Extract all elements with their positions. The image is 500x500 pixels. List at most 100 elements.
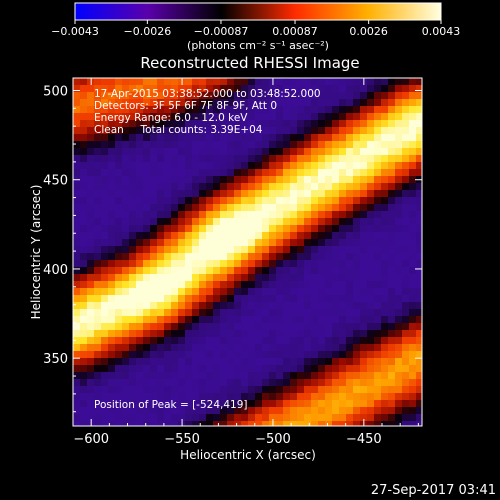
heatmap-cell: [360, 197, 368, 205]
heatmap-cell: [318, 330, 326, 338]
heatmap-cell: [122, 365, 130, 373]
heatmap-cell: [199, 302, 207, 310]
heatmap-cell: [192, 421, 200, 426]
heatmap-cell: [388, 113, 396, 121]
heatmap-cell: [150, 407, 158, 415]
heatmap-cell: [381, 379, 389, 387]
heatmap-cell: [234, 197, 242, 205]
heatmap-cell: [129, 190, 137, 198]
heatmap-cell: [269, 372, 277, 380]
heatmap-cell: [171, 141, 179, 149]
heatmap-cell: [108, 85, 116, 93]
heatmap-cell: [304, 414, 312, 422]
heatmap-cell: [199, 260, 207, 268]
heatmap-cell: [227, 365, 235, 373]
heatmap-cell: [416, 400, 422, 408]
heatmap-cell: [101, 379, 109, 387]
heatmap-cell: [122, 183, 130, 191]
heatmap-cell: [108, 134, 116, 142]
heatmap-cell: [402, 85, 410, 93]
heatmap-cell: [87, 407, 95, 415]
heatmap-cell: [311, 267, 319, 275]
heatmap-cell: [157, 99, 165, 107]
heatmap-cell: [73, 302, 81, 310]
heatmap-cell: [80, 92, 88, 100]
heatmap-cell: [346, 225, 354, 233]
heatmap-cell: [73, 421, 81, 426]
heatmap-cell: [248, 316, 256, 324]
heatmap-cell: [402, 204, 410, 212]
heatmap-cell: [115, 239, 123, 247]
heatmap-cell: [318, 148, 326, 156]
heatmap-cell: [108, 176, 116, 184]
heatmap-cell: [318, 92, 326, 100]
heatmap-cell: [122, 239, 130, 247]
heatmap-cell: [360, 288, 368, 296]
heatmap-cell: [192, 246, 200, 254]
heatmap-cell: [157, 267, 165, 275]
heatmap-cell: [220, 239, 228, 247]
heatmap-cell: [164, 190, 172, 198]
heatmap-cell: [381, 148, 389, 156]
heatmap-cell: [262, 85, 270, 93]
heatmap-cell: [339, 134, 347, 142]
heatmap-cell: [206, 281, 214, 289]
heatmap-cell: [297, 239, 305, 247]
heatmap-cell: [367, 134, 375, 142]
heatmap-cell: [220, 365, 228, 373]
heatmap-cell: [73, 274, 81, 282]
heatmap-cell: [395, 365, 403, 373]
heatmap-cell: [276, 85, 284, 93]
heatmap-cell: [269, 232, 277, 240]
heatmap-cell: [227, 295, 235, 303]
heatmap-cell: [241, 218, 249, 226]
heatmap-cell: [409, 148, 417, 156]
heatmap-cell: [192, 379, 200, 387]
heatmap-cell: [395, 386, 403, 394]
heatmap-cell: [108, 288, 116, 296]
heatmap-cell: [157, 148, 165, 156]
heatmap-cell: [171, 316, 179, 324]
heatmap-cell: [206, 414, 214, 422]
heatmap-cell: [220, 400, 228, 408]
heatmap-cell: [325, 176, 333, 184]
heatmap-cell: [136, 155, 144, 163]
heatmap-cell: [332, 141, 340, 149]
heatmap-cell: [416, 106, 422, 114]
heatmap-cell: [395, 302, 403, 310]
heatmap-cell: [185, 99, 193, 107]
heatmap-cell: [80, 141, 88, 149]
heatmap-cell: [143, 379, 151, 387]
heatmap-cell: [164, 127, 172, 135]
heatmap-cell: [150, 386, 158, 394]
heatmap-cell: [227, 92, 235, 100]
heatmap-cell: [304, 330, 312, 338]
heatmap-cell: [234, 190, 242, 198]
heatmap-cell: [199, 379, 207, 387]
heatmap-cell: [311, 407, 319, 415]
heatmap-cell: [129, 288, 137, 296]
heatmap-cell: [339, 113, 347, 121]
heatmap-cell: [164, 106, 172, 114]
heatmap-cell: [129, 330, 137, 338]
heatmap-cell: [409, 309, 417, 317]
heatmap-cell: [227, 190, 235, 198]
heatmap-cell: [388, 379, 396, 387]
heatmap-cell: [185, 148, 193, 156]
heatmap-cell: [402, 106, 410, 114]
heatmap-cell: [283, 127, 291, 135]
heatmap-cell: [255, 344, 263, 352]
heatmap-cell: [339, 372, 347, 380]
heatmap-cell: [178, 85, 186, 93]
heatmap-cell: [143, 386, 151, 394]
heatmap-cell: [234, 99, 242, 107]
heatmap-cell: [416, 393, 422, 401]
heatmap-cell: [94, 162, 102, 170]
heatmap-cell: [157, 211, 165, 219]
heatmap-cell: [353, 344, 361, 352]
heatmap-cell: [136, 134, 144, 142]
heatmap-cell: [80, 330, 88, 338]
heatmap-cell: [311, 365, 319, 373]
heatmap-cell: [325, 295, 333, 303]
heatmap-cell: [80, 176, 88, 184]
